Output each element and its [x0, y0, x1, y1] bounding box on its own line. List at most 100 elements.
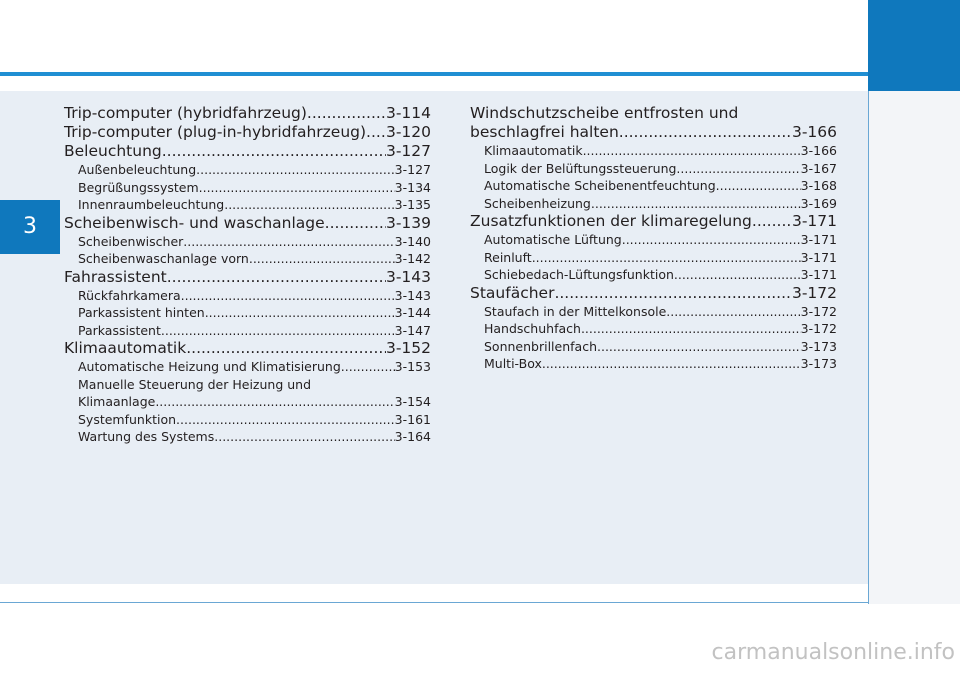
dot-leader [554, 284, 792, 303]
toc-entry-title: Trip-computer (hybridfahrzeug) [64, 104, 307, 122]
dot-leader [619, 123, 792, 142]
toc-entry[interactable]: Klimaautomatik 3-166 [470, 142, 837, 160]
toc-entry-title-line[interactable]: Windschutzscheibe entfrosten und [470, 104, 739, 122]
toc-entry-title: Rückfahrkamera [78, 287, 181, 303]
dot-leader [307, 104, 386, 123]
toc-entry-page: 3-142 [394, 251, 431, 266]
toc-entry-title: Handschuhfach [484, 321, 581, 336]
toc-entry[interactable]: beschlagfrei halten 3-166 [470, 123, 837, 142]
toc-entry-title: Scheibenheizung [484, 195, 591, 211]
toc-entry[interactable]: Systemfunktion 3-161 [64, 411, 431, 429]
toc-entry-page: 3-171 [791, 212, 837, 230]
toc-entry-page: 3-169 [800, 195, 837, 211]
toc-entry-page: 3-161 [394, 411, 431, 427]
toc-entry-page: 3-173 [800, 356, 837, 371]
toc-entry[interactable]: Schiebedach-Lüftungsfunktion 3-171 [470, 266, 837, 284]
toc-entry-title: Parkassistent [78, 322, 161, 338]
toc-entry[interactable]: Sonnenbrillenfach 3-173 [470, 338, 837, 356]
dot-leader [176, 411, 395, 429]
toc-entry-page: 3-166 [800, 143, 837, 158]
toc-entry-title: Zusatzfunktionen der klimaregelung [470, 212, 752, 230]
toc-entry[interactable]: Wartung des Systems 3-164 [64, 428, 431, 446]
dot-leader [162, 142, 386, 161]
dot-leader [249, 250, 395, 268]
toc-entry-title: Klimaautomatik [64, 339, 187, 357]
toc-entry-page: 3-171 [800, 267, 837, 282]
dot-leader [597, 338, 801, 356]
toc-entry-title: Begrüßungssystem [78, 179, 199, 195]
toc-entry[interactable]: Parkassistent 3-147 [64, 322, 431, 340]
toc-entry[interactable]: Klimaanlage 3-154 [64, 393, 431, 411]
toc-entry-page: 3-144 [394, 305, 431, 320]
toc-entry[interactable]: Innenraumbeleuchtung 3-135 [64, 196, 431, 214]
toc-entry[interactable]: Reinluft 3-171 [470, 249, 837, 267]
toc-entry[interactable]: Multi-Box 3-173 [470, 355, 837, 373]
toc-entry[interactable]: Scheibenwisch- und waschanlage 3-139 [64, 214, 431, 233]
toc-entry-page: 3-143 [394, 287, 431, 303]
toc-entry-title: Schiebedach-Lüftungsfunktion [484, 267, 674, 282]
dot-leader [214, 428, 394, 446]
toc-entry[interactable]: Klimaautomatik 3-152 [64, 339, 431, 358]
dot-leader [224, 196, 394, 214]
toc-entry[interactable]: Logik der Belüftungssteuerung 3-167 [470, 160, 837, 178]
toc-entry-title: Reinluft [484, 249, 532, 265]
toc-entry[interactable]: Automatische Scheibenentfeuchtung 3-168 [470, 177, 837, 195]
dot-leader [581, 320, 801, 338]
dot-leader [325, 214, 386, 233]
toc-entry-title: Logik der Belüftungssteuerung [484, 160, 677, 176]
toc-entry[interactable]: Rückfahrkamera 3-143 [64, 287, 431, 305]
toc-entry-page: 3-139 [385, 213, 431, 232]
dot-leader [542, 355, 801, 373]
toc-entry-page: 3-127 [385, 142, 431, 160]
toc-entry-title: Sonnenbrillenfach [484, 338, 598, 354]
toc-entry[interactable]: Fahrassistent 3-143 [64, 268, 431, 287]
dot-leader [674, 266, 801, 284]
dot-leader [341, 358, 395, 376]
toc-entry-title: Beleuchtung [64, 142, 162, 160]
dot-leader [186, 339, 386, 358]
toc-entry-page: 3-168 [800, 178, 837, 193]
toc-entry-title: Staufächer [470, 283, 555, 302]
toc-entry-page: 3-134 [394, 179, 431, 195]
toc-entry-page: 3-147 [394, 322, 431, 338]
dot-leader [752, 212, 792, 231]
toc-entry-title: Multi-Box [484, 356, 542, 371]
dot-leader [583, 142, 801, 160]
toc-entry-title: beschlagfrei halten [470, 123, 619, 141]
chapter-tab [868, 0, 960, 91]
toc-column-right: Windschutzscheibe entfrosten und beschlag… [470, 104, 837, 373]
toc-entry-title: Innenraumbeleuchtung [78, 197, 225, 212]
dot-leader [591, 195, 801, 213]
toc-entry[interactable]: Trip-computer (plug-in-hybridfahrzeug) 3-… [64, 123, 431, 142]
toc-entry-page: 3-154 [394, 394, 431, 409]
toc-entry-title: Staufach in der Mittelkonsole [484, 303, 667, 319]
toc-entry-title: Klimaanlage [78, 394, 156, 409]
toc-entry[interactable]: Begrüßungssystem 3-134 [64, 179, 431, 197]
toc-entry[interactable]: Automatische Heizung und Klimatisierung 3… [64, 358, 431, 376]
toc-entry[interactable]: Automatische Lüftung 3-171 [470, 231, 837, 249]
toc-entry[interactable]: Zusatzfunktionen der klimaregelung 3-171 [470, 212, 837, 231]
toc-entry[interactable]: Trip-computer (hybridfahrzeug) 3-114 [64, 104, 431, 123]
dot-leader [183, 233, 394, 251]
toc-entry-title: Parkassistent hinten [78, 305, 205, 320]
toc-entry[interactable]: Scheibenwischer 3-140 [64, 233, 431, 251]
toc-entry[interactable]: Scheibenheizung 3-169 [470, 195, 837, 213]
toc-entry-title: Automatische Lüftung [484, 232, 622, 247]
toc-entry-page: 3-135 [394, 197, 431, 212]
toc-entry[interactable]: Außenbeleuchtung 3-127 [64, 161, 431, 179]
toc-entry[interactable]: Parkassistent hinten 3-144 [64, 304, 431, 322]
toc-entry-page: 3-164 [394, 429, 431, 444]
toc-entry[interactable]: Staufächer 3-172 [470, 284, 837, 303]
toc-entry-title: Trip-computer (plug-in-hybridfahrzeug) [64, 123, 367, 141]
side-margin-bar [868, 0, 960, 604]
toc-entry[interactable]: Scheibenwaschanlage vorn 3-142 [64, 250, 431, 268]
dot-leader [155, 393, 394, 411]
toc-entry[interactable]: Handschuhfach 3-172 [470, 320, 837, 338]
toc-entry-page: 3-140 [394, 233, 431, 249]
toc-entry-title: Fahrassistent [64, 267, 167, 286]
toc-entry-page: 3-166 [791, 123, 837, 141]
toc-entry-title: Scheibenwisch- und waschanlage [64, 213, 325, 232]
toc-entry[interactable]: Staufach in der Mittelkonsole 3-172 [470, 303, 837, 321]
toc-entry[interactable]: Beleuchtung 3-127 [64, 142, 431, 161]
toc-entry-title-line[interactable]: Manuelle Steuerung der Heizung und [78, 376, 312, 392]
